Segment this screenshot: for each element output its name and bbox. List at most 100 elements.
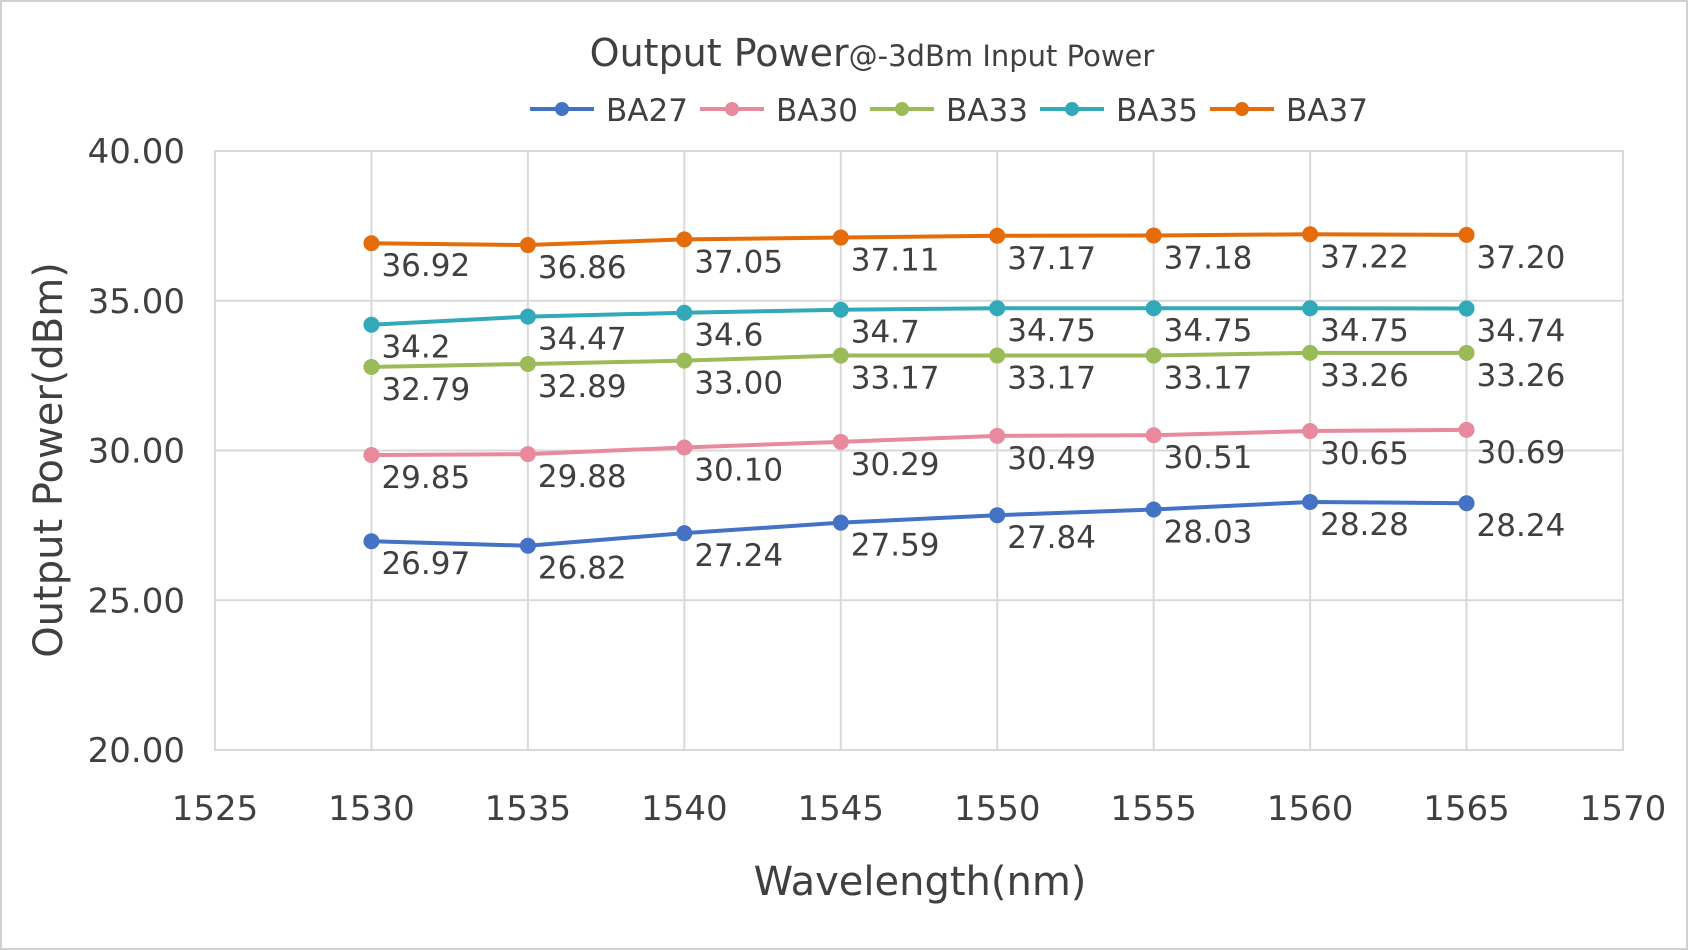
- data-point: [1302, 300, 1319, 317]
- data-label: 37.05: [694, 244, 783, 280]
- data-point: [676, 525, 693, 542]
- data-label: 26.82: [538, 551, 627, 587]
- x-tick-label: 1545: [798, 789, 885, 829]
- data-point: [363, 316, 380, 333]
- chart-title: Output Power@-3dBm Input Power: [590, 31, 1155, 75]
- data-label: 28.24: [1477, 508, 1566, 544]
- series-line: [371, 350, 1467, 369]
- data-point: [1302, 344, 1319, 361]
- data-point: [1458, 300, 1475, 317]
- x-tick-label: 1535: [485, 789, 572, 829]
- data-label: 30.29: [851, 447, 940, 483]
- data-label: 34.74: [1477, 314, 1566, 350]
- data-label: 27.84: [1007, 520, 1096, 556]
- data-label: 28.03: [1164, 515, 1253, 551]
- legend-label: BA30: [776, 93, 858, 129]
- data-point: [519, 355, 536, 372]
- x-tick-label: 1550: [954, 789, 1041, 829]
- series-BA35: 34.2 34.47 34.6 34.7 34.75 34.75 34.75 34.74: [363, 300, 1566, 366]
- data-point: [1145, 347, 1162, 364]
- data-label: 29.85: [381, 460, 470, 496]
- data-label: 27.24: [694, 538, 783, 574]
- data-point: [832, 433, 849, 450]
- data-point: [519, 446, 536, 463]
- data-label: 32.89: [538, 369, 627, 405]
- data-label: 37.20: [1477, 240, 1566, 276]
- data-point: [832, 229, 849, 246]
- data-label: 30.69: [1477, 435, 1566, 471]
- data-label: 32.79: [381, 372, 470, 408]
- data-point: [676, 439, 693, 456]
- data-point: [519, 537, 536, 554]
- data-point: [1302, 226, 1319, 243]
- data-point: [363, 235, 380, 252]
- data-point: [989, 507, 1006, 524]
- series-line: [371, 427, 1467, 457]
- data-point: [1458, 226, 1475, 243]
- data-label: 34.75: [1007, 313, 1096, 349]
- data-point: [1145, 300, 1162, 317]
- data-label: 34.6: [694, 318, 763, 354]
- data-point: [1458, 344, 1475, 361]
- series-line: [371, 306, 1467, 327]
- data-label: 33.00: [694, 366, 783, 402]
- legend-label: BA35: [1116, 93, 1198, 129]
- data-point: [989, 227, 1006, 244]
- data-label: 30.65: [1320, 436, 1409, 472]
- data-label: 37.11: [851, 243, 940, 279]
- data-label: 34.75: [1320, 313, 1409, 349]
- y-tick-label: 30.00: [88, 432, 185, 472]
- data-point: [363, 533, 380, 550]
- x-tick-label: 1565: [1423, 789, 1510, 829]
- chart-subtitle: @-3dBm Input Power: [849, 39, 1155, 73]
- data-point: [1145, 427, 1162, 444]
- data-label: 33.17: [1007, 361, 1096, 397]
- legend-marker: [725, 102, 739, 116]
- data-label: 30.49: [1007, 441, 1096, 477]
- legend-label: BA37: [1286, 93, 1368, 129]
- legend-label: BA27: [606, 93, 688, 129]
- data-point: [989, 347, 1006, 364]
- data-point: [989, 427, 1006, 444]
- data-label: 27.59: [851, 528, 940, 564]
- y-tick-label: 20.00: [88, 731, 185, 771]
- data-point: [989, 300, 1006, 317]
- data-point: [832, 347, 849, 364]
- data-point: [1302, 494, 1319, 511]
- x-tick-label: 1525: [172, 789, 259, 829]
- data-label: 34.2: [381, 330, 450, 366]
- x-axis-label: Wavelength(nm): [754, 859, 1087, 905]
- series-line: [371, 232, 1467, 248]
- data-label: 30.51: [1164, 440, 1253, 476]
- y-tick-label: 35.00: [88, 282, 185, 322]
- data-label: 34.75: [1164, 313, 1253, 349]
- legend-marker: [1065, 102, 1079, 116]
- data-label: 33.26: [1477, 358, 1566, 394]
- data-label: 33.17: [1164, 361, 1253, 397]
- series-group: 26.97 26.82 27.24 27.59 27.84 28.03 28.28 28.24…: [363, 226, 1566, 587]
- legend-label: BA33: [946, 93, 1028, 129]
- data-label: 37.17: [1007, 241, 1096, 277]
- series-BA27: 26.97 26.82 27.24 27.59 27.84 28.03 28.28 28.24: [363, 494, 1565, 587]
- data-label: 29.88: [538, 459, 627, 495]
- legend-marker: [555, 102, 569, 116]
- data-point: [676, 304, 693, 321]
- chart-title-main: Output Power: [590, 31, 849, 75]
- data-point: [1145, 227, 1162, 244]
- x-tick-label: 1530: [328, 789, 415, 829]
- data-label: 26.97: [381, 546, 470, 582]
- series-BA33: 32.79 32.89 33.00 33.17 33.17 33.17 33.26 33.26: [363, 344, 1566, 408]
- legend: BA27 BA30 BA33 BA35 BA37: [530, 93, 1368, 129]
- data-label: 28.28: [1320, 507, 1409, 543]
- legend-marker: [1235, 102, 1249, 116]
- data-label: 34.47: [538, 322, 627, 358]
- data-point: [832, 514, 849, 531]
- data-point: [363, 446, 380, 463]
- data-label: 30.10: [694, 453, 783, 489]
- data-point: [519, 237, 536, 254]
- data-point: [1458, 421, 1475, 438]
- data-point: [1302, 423, 1319, 440]
- data-point: [832, 301, 849, 318]
